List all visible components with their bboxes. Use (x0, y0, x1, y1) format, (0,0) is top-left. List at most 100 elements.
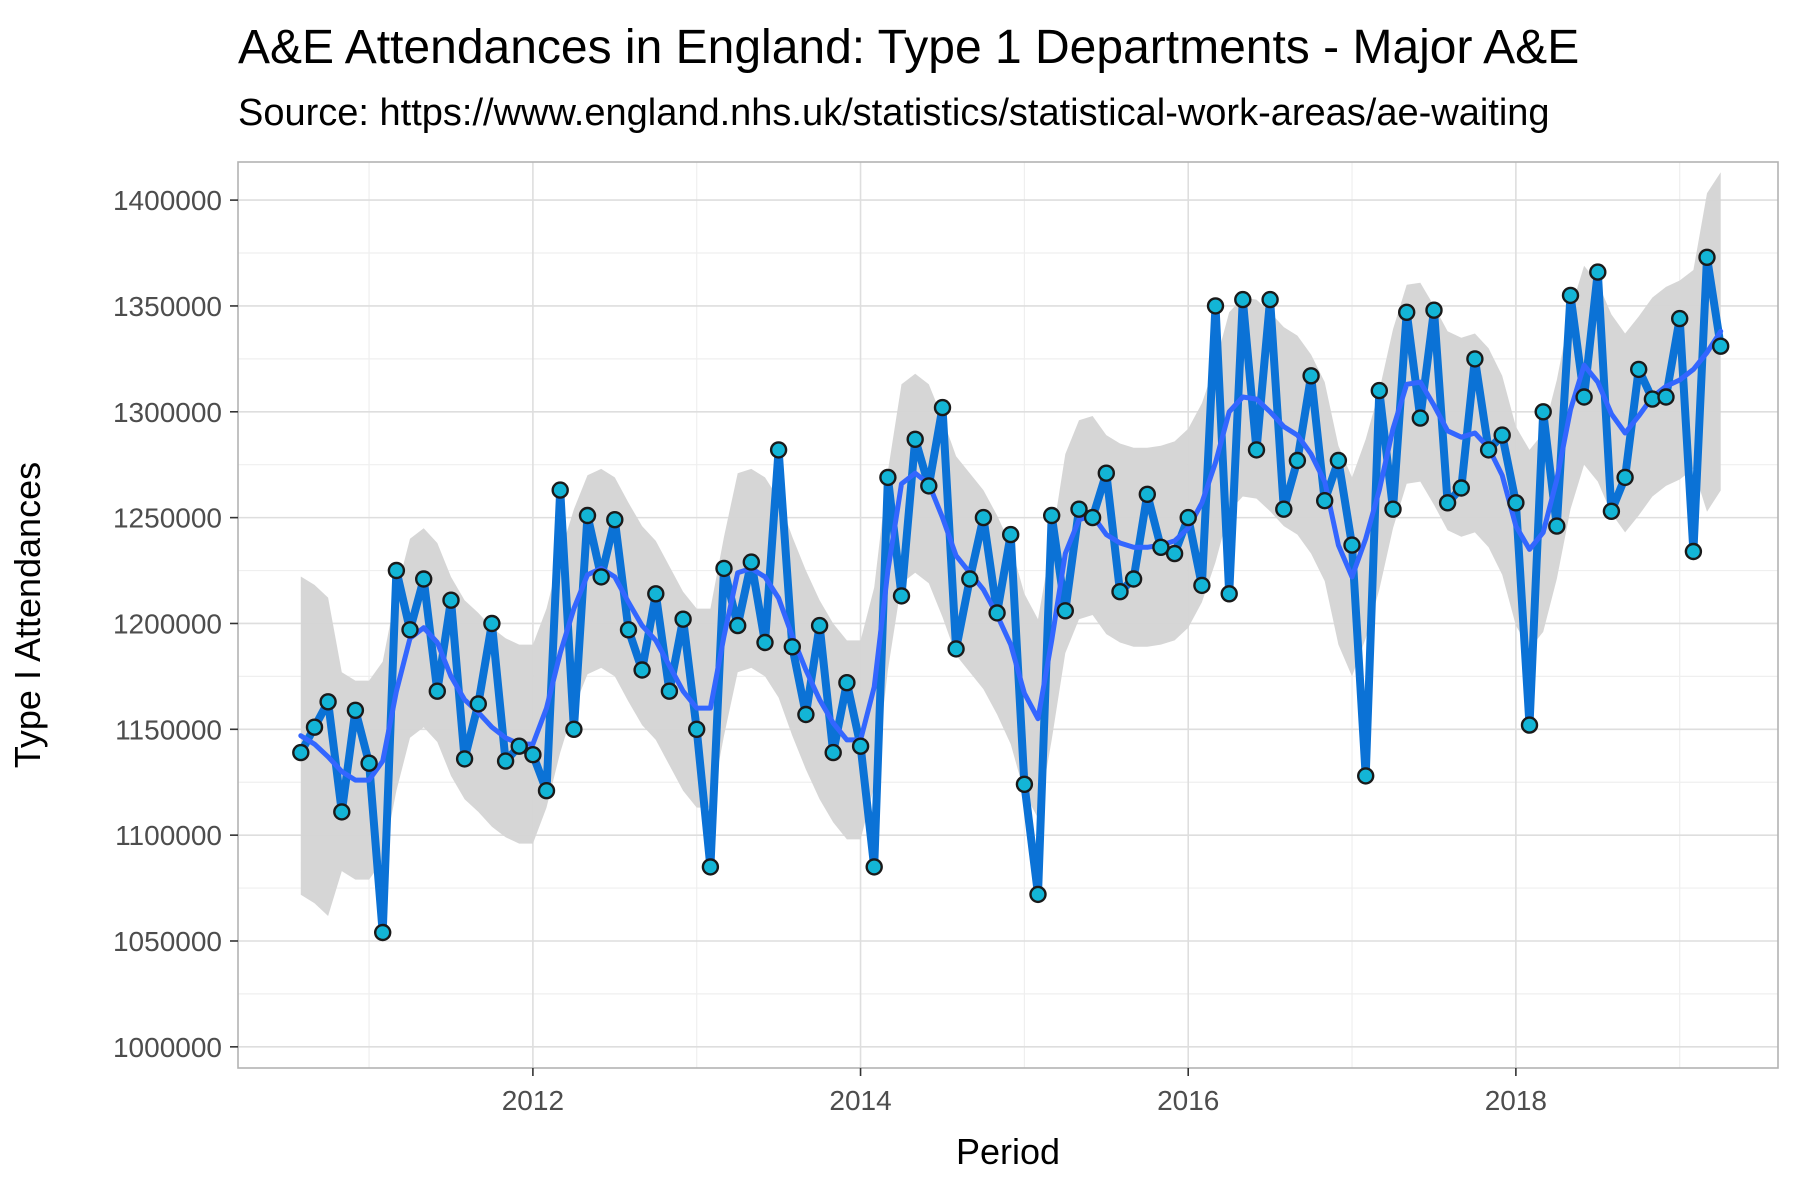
panel-border (237, 161, 1779, 1069)
x-tick-label: 2018 (1485, 1085, 1547, 1116)
data-point (1466, 350, 1484, 368)
data-point (537, 782, 556, 800)
data-point (633, 661, 651, 679)
y-axis-ticks: 1000000 1050000 1100000 1150000 1200000 12500… (113, 185, 238, 1063)
data-point (810, 616, 829, 635)
data-point (1370, 381, 1389, 400)
data-point (1097, 464, 1116, 482)
data-point (346, 701, 365, 719)
data-point (1616, 468, 1634, 487)
data-point (1275, 500, 1293, 518)
data-point (797, 705, 815, 724)
data-point (1698, 248, 1716, 266)
data-point (879, 468, 897, 487)
data-point (1629, 360, 1648, 379)
data-point (974, 508, 993, 527)
data-point (729, 616, 747, 635)
data-point (1493, 426, 1511, 444)
data-point (565, 720, 583, 738)
data-point (1015, 775, 1034, 793)
data-point (1247, 441, 1266, 459)
data-point (1042, 506, 1061, 525)
data-point (1397, 303, 1416, 321)
data-point (715, 559, 733, 578)
x-axis-title: Period (956, 1131, 1060, 1172)
data-point (1711, 337, 1730, 355)
chart-title: A&E Attendances in England: Type 1 Depar… (238, 21, 1580, 74)
data-point (1384, 500, 1402, 518)
data-point (701, 858, 720, 876)
data-point (1575, 388, 1593, 406)
y-axis-title: Type I Attendances (7, 462, 48, 768)
data-point (455, 750, 474, 768)
data-point (1684, 542, 1703, 561)
chart-subtitle: Source: https://www.england.nhs.uk/stati… (238, 92, 1550, 134)
data-point (305, 718, 324, 736)
y-tick-label: 1400000 (113, 185, 222, 216)
data-point (892, 587, 911, 605)
data-point (1002, 525, 1020, 544)
y-tick-label: 1300000 (113, 397, 222, 428)
data-point (442, 591, 460, 609)
data-point (647, 585, 665, 603)
data-point (1411, 409, 1430, 427)
data-point (906, 430, 924, 448)
data-point (1083, 508, 1102, 527)
data-point (688, 720, 706, 738)
x-tick-label: 2014 (829, 1085, 891, 1116)
data-point (592, 568, 610, 586)
y-tick-label: 1100000 (115, 820, 222, 851)
data-point (1220, 585, 1238, 603)
confidence-ribbon-layer (300, 172, 1721, 916)
data-point (483, 614, 501, 633)
data-point (947, 640, 965, 658)
data-point (1534, 403, 1552, 421)
y-tick-label: 1000000 (113, 1032, 222, 1063)
data-point (1124, 570, 1143, 588)
data-point (428, 682, 446, 700)
data-point (838, 674, 856, 692)
data-point (660, 682, 679, 700)
data-point (1193, 576, 1211, 595)
data-point (360, 754, 378, 772)
data-point (1206, 297, 1225, 315)
data-point (606, 511, 624, 529)
data-point (1452, 479, 1471, 497)
x-axis-ticks: 2012 2014 2016 2018 (502, 1068, 1547, 1116)
data-point (1670, 309, 1689, 328)
data-point (674, 610, 692, 628)
data-point (933, 398, 952, 417)
data-point (988, 604, 1006, 622)
data-point (851, 737, 870, 755)
data-point (769, 441, 788, 459)
data-point (1288, 451, 1307, 470)
data-point (1234, 290, 1252, 309)
data-point (742, 553, 760, 571)
data-point (1029, 885, 1047, 904)
y-tick-label: 1150000 (115, 714, 222, 745)
data-point (961, 570, 979, 588)
data-point (374, 923, 392, 942)
data-point (1056, 602, 1075, 620)
data-point (1302, 367, 1320, 385)
data-point (551, 481, 569, 499)
data-point (469, 695, 487, 713)
data-point (1111, 583, 1129, 601)
x-tick-label: 2012 (502, 1085, 564, 1116)
data-point (783, 638, 801, 656)
data-point (1315, 492, 1334, 510)
data-point (1070, 500, 1088, 518)
data-point (1479, 441, 1498, 459)
data-point (1520, 716, 1539, 734)
data-point (1138, 485, 1157, 503)
data-point (1152, 538, 1170, 556)
data-point (1165, 544, 1184, 563)
x-tick-label: 2016 (1157, 1085, 1219, 1116)
y-tick-label: 1250000 (113, 503, 222, 534)
data-point (1602, 502, 1621, 520)
data-point (1425, 301, 1443, 319)
confidence-ribbon (300, 172, 1721, 916)
data-point (865, 858, 883, 876)
data-point (1261, 290, 1279, 309)
